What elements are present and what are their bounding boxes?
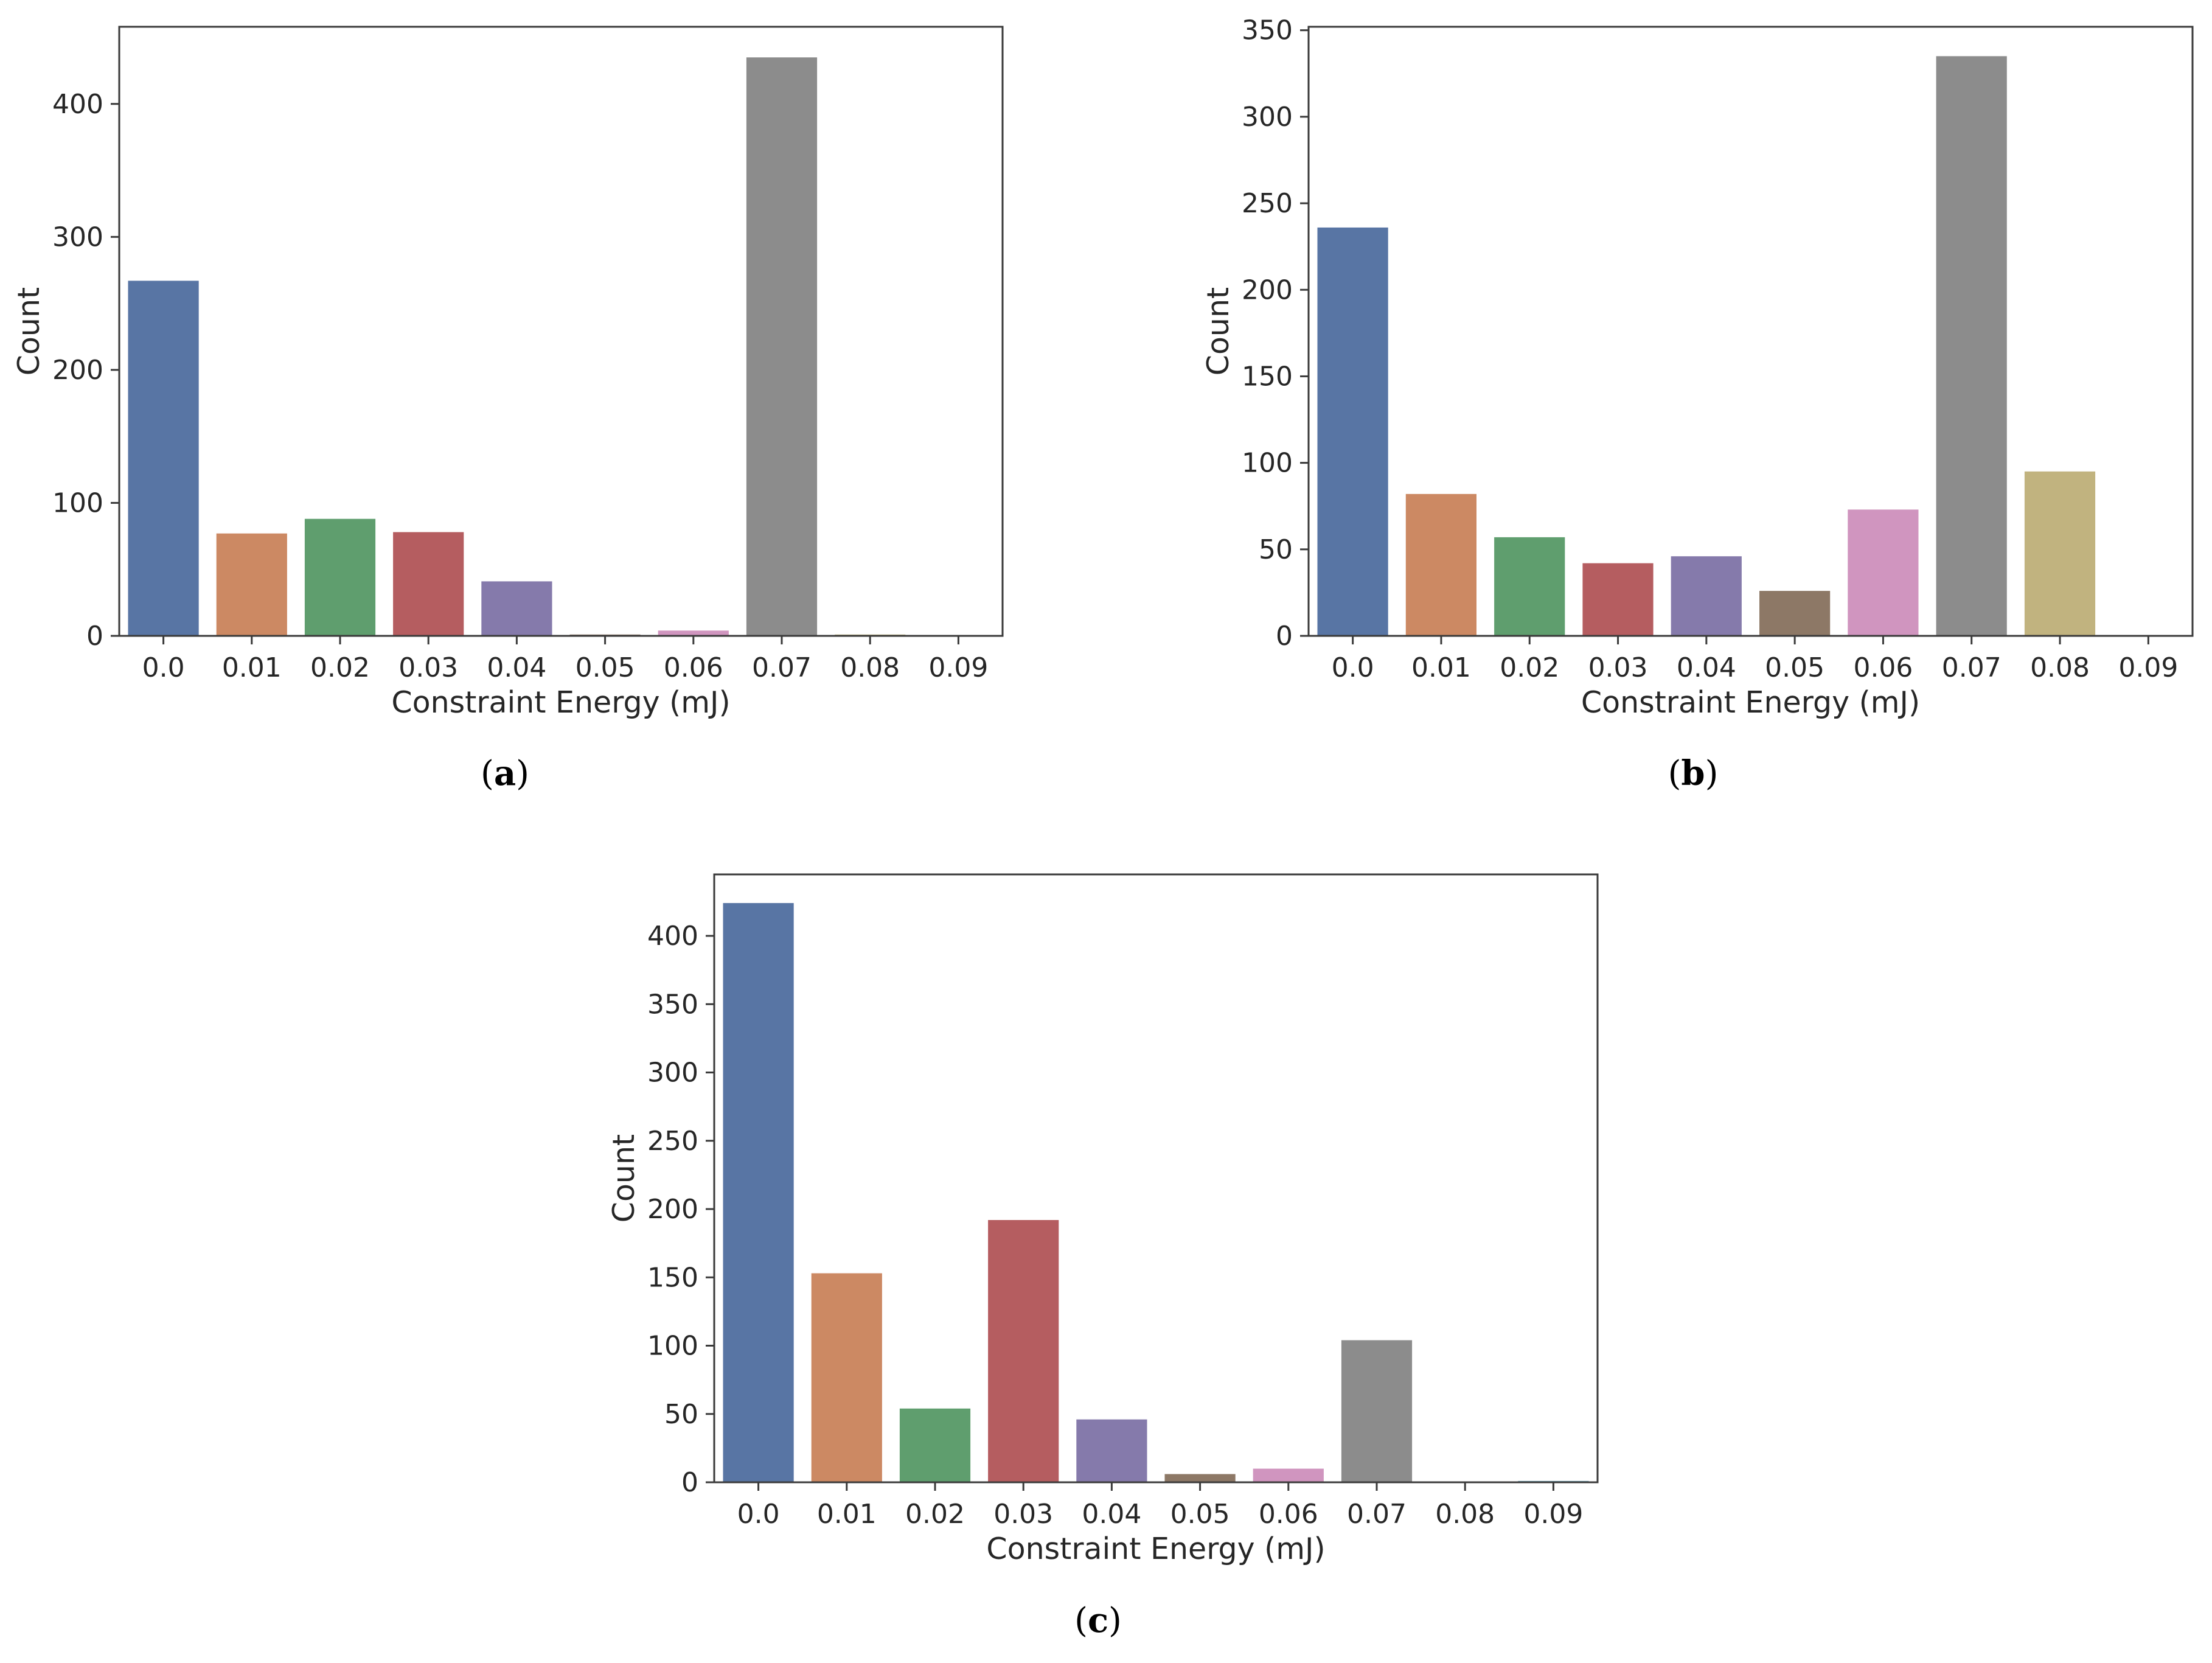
bar-b-0 (1317, 227, 1388, 636)
bar-c-3 (988, 1220, 1059, 1482)
x-tick-label-c-4: 0.04 (1082, 1499, 1141, 1530)
x-axis-label-c: Constraint Energy (mJ) (986, 1532, 1325, 1566)
y-axis-label-c: Count (607, 1134, 641, 1223)
x-tick-label-a-2: 0.02 (310, 652, 370, 683)
x-tick-label-b-6: 0.06 (1853, 652, 1913, 683)
x-axis-label-b: Constraint Energy (mJ) (1581, 685, 1920, 720)
bar-a-6 (658, 630, 729, 636)
x-axis-label-a: Constraint Energy (mJ) (391, 685, 730, 720)
bar-b-8 (2024, 471, 2096, 636)
bar-c-6 (1253, 1468, 1324, 1482)
x-tick-label-b-7: 0.07 (1942, 652, 2002, 683)
x-tick-label-a-3: 0.03 (398, 652, 458, 683)
y-tick-label-c-5: 250 (647, 1126, 698, 1157)
y-tick-label-b-6: 300 (1242, 102, 1293, 133)
caption-a: (a) (481, 753, 529, 793)
y-tick-label-a-3: 300 (52, 221, 103, 253)
bar-b-4 (1671, 556, 1742, 636)
x-tick-label-b-2: 0.02 (1500, 652, 1559, 683)
bar-c-1 (811, 1273, 882, 1482)
x-tick-label-c-2: 0.02 (905, 1499, 965, 1530)
bar-b-6 (1848, 509, 1919, 636)
x-tick-label-a-9: 0.09 (928, 652, 988, 683)
plot-frame-c (713, 873, 1599, 1483)
x-tick-label-c-8: 0.08 (1435, 1499, 1495, 1530)
x-tick-label-c-6: 0.06 (1259, 1499, 1318, 1530)
y-tick-label-c-6: 300 (647, 1058, 698, 1089)
y-tick-label-b-4: 200 (1242, 274, 1293, 305)
bar-b-3 (1582, 563, 1654, 636)
y-axis-label-a: Count (12, 287, 46, 376)
x-tick-label-b-8: 0.08 (2030, 652, 2090, 683)
x-tick-label-c-7: 0.07 (1347, 1499, 1407, 1530)
bar-a-0 (128, 281, 199, 636)
x-tick-label-c-0: 0.0 (737, 1499, 780, 1530)
bar-b-1 (1405, 493, 1476, 636)
panel-b: 0.0 0.01 0.02 0.03 0.04 0.05 0.06 0.07 0.08 0.09 0… (1201, 15, 2194, 793)
x-tick-label-a-1: 0.01 (222, 652, 282, 683)
x-tick-label-b-0: 0.0 (1332, 652, 1374, 683)
y-tick-label-c-2: 100 (647, 1331, 698, 1362)
bar-c-5 (1164, 1474, 1236, 1482)
bar-c-0 (723, 903, 794, 1482)
x-tick-label-c-5: 0.05 (1170, 1499, 1230, 1530)
bar-b-5 (1759, 591, 1831, 636)
caption-b: (b) (1668, 753, 1719, 793)
y-tick-label-c-4: 200 (647, 1194, 698, 1225)
bar-a-3 (393, 532, 464, 636)
y-tick-label-b-1: 50 (1259, 534, 1293, 565)
plot-frame-b (1307, 26, 2194, 637)
bar-c-7 (1341, 1340, 1413, 1482)
x-tick-label-a-5: 0.05 (576, 652, 635, 683)
x-tick-label-a-4: 0.04 (487, 652, 546, 683)
x-tick-label-b-5: 0.05 (1765, 652, 1824, 683)
y-tick-label-c-1: 50 (664, 1399, 698, 1430)
x-tick-label-b-4: 0.04 (1677, 652, 1736, 683)
y-tick-label-b-7: 350 (1242, 15, 1293, 46)
y-tick-label-c-3: 150 (647, 1262, 698, 1293)
x-tick-label-c-3: 0.03 (993, 1499, 1053, 1530)
y-tick-label-c-7: 350 (647, 989, 698, 1020)
bar-a-7 (746, 57, 818, 636)
y-tick-label-b-2: 100 (1242, 448, 1293, 479)
bar-b-7 (1936, 56, 2007, 636)
x-tick-label-a-6: 0.06 (664, 652, 723, 683)
y-tick-label-a-2: 200 (52, 355, 103, 386)
y-tick-label-c-0: 0 (681, 1467, 698, 1498)
panel-a: 0.0 0.01 0.02 0.03 0.04 0.05 0.06 0.07 0.08 0.09 0… (12, 26, 1004, 793)
y-tick-label-b-0: 0 (1276, 621, 1293, 652)
plot-frame-a (118, 26, 1004, 637)
x-tick-label-a-7: 0.07 (752, 652, 812, 683)
bar-a-4 (481, 581, 552, 636)
y-tick-label-c-8: 400 (647, 921, 698, 952)
bar-c-4 (1076, 1419, 1147, 1482)
caption-c: (c) (1074, 1600, 1122, 1640)
bar-b-2 (1494, 537, 1565, 636)
y-tick-label-a-0: 0 (86, 621, 103, 652)
bar-c-2 (899, 1408, 971, 1482)
x-tick-label-b-1: 0.01 (1411, 652, 1471, 683)
x-tick-label-c-1: 0.01 (817, 1499, 877, 1530)
y-axis-label-b: Count (1201, 287, 1236, 376)
y-tick-label-a-4: 400 (52, 89, 103, 120)
panel-c: 0.0 0.01 0.02 0.03 0.04 0.05 0.06 0.07 0.08 0.09 0… (607, 873, 1599, 1640)
x-tick-label-c-9: 0.09 (1523, 1499, 1583, 1530)
x-tick-label-a-0: 0.0 (142, 652, 185, 683)
bar-a-1 (216, 533, 287, 636)
y-tick-label-b-3: 150 (1242, 361, 1293, 392)
y-tick-label-b-5: 250 (1242, 188, 1293, 219)
x-tick-label-b-3: 0.03 (1588, 652, 1648, 683)
x-tick-label-a-8: 0.08 (840, 652, 900, 683)
y-tick-label-a-1: 100 (52, 487, 103, 518)
x-tick-label-b-9: 0.09 (2118, 652, 2178, 683)
bar-a-2 (304, 518, 376, 636)
